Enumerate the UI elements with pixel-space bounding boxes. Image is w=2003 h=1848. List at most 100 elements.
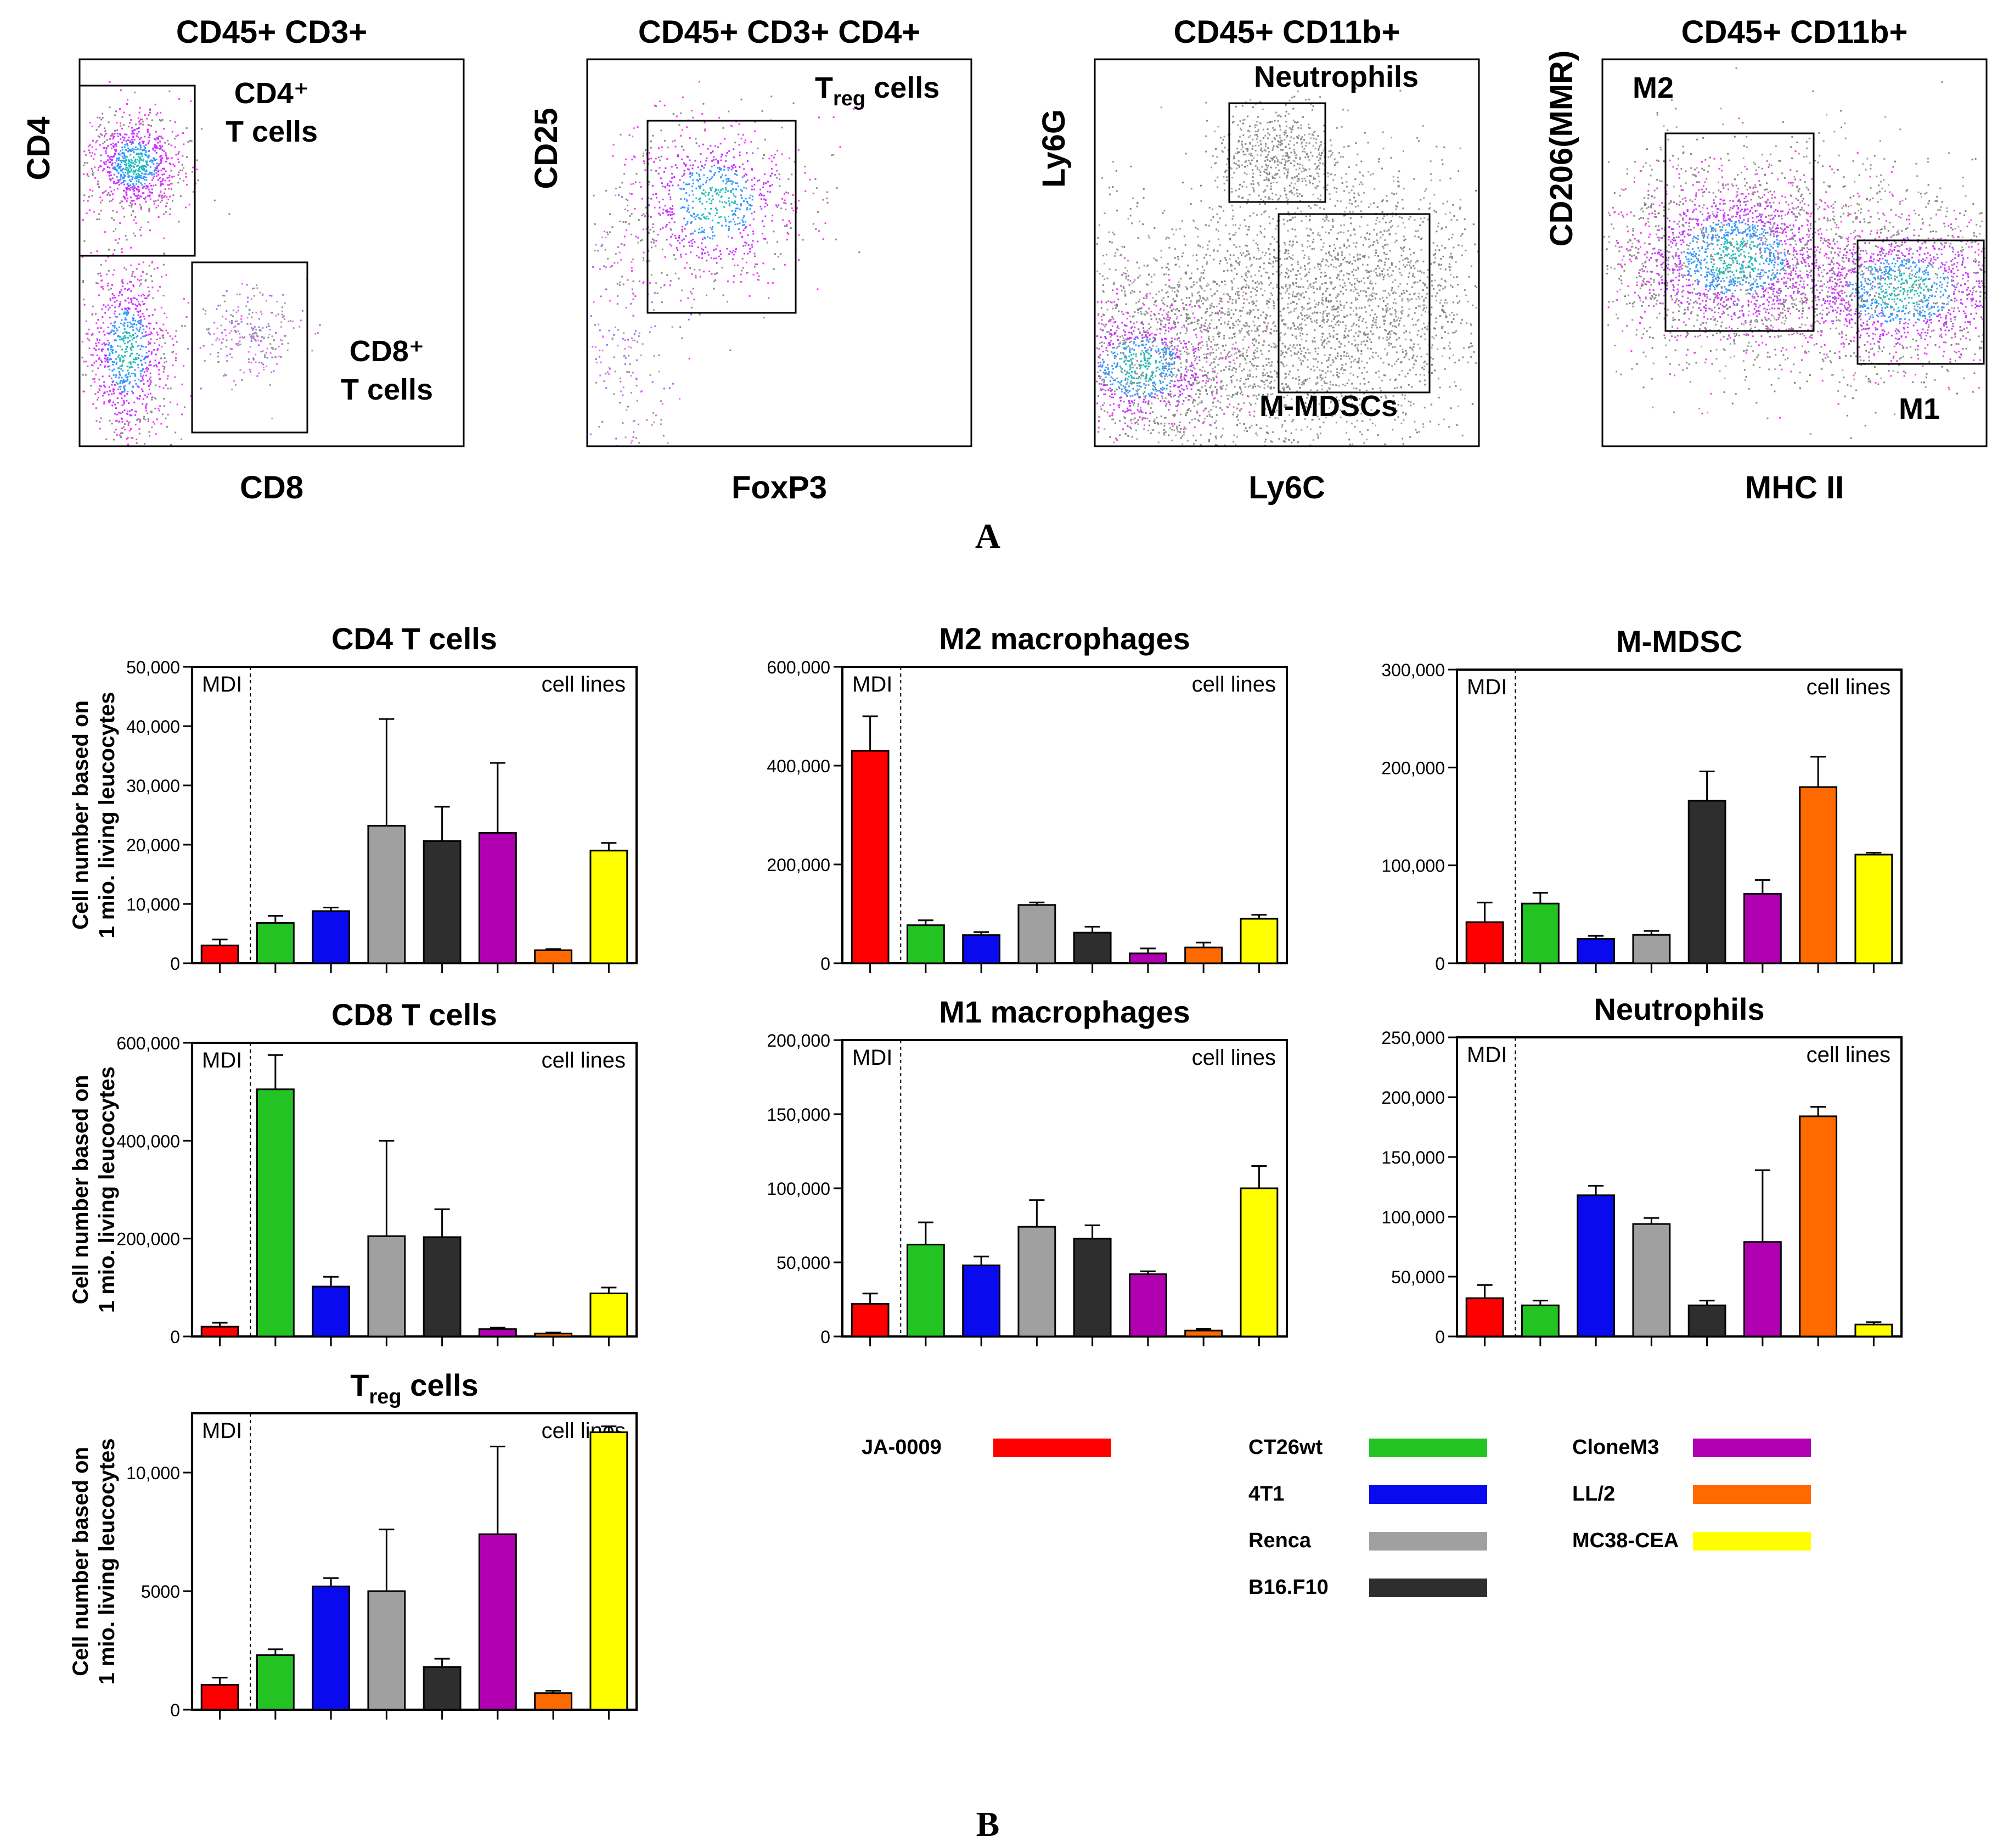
flow-event <box>747 272 749 273</box>
flow-event <box>713 165 716 166</box>
flow-event <box>1369 314 1371 316</box>
flow-event <box>131 343 133 345</box>
flow-event <box>1394 387 1396 389</box>
flow-event <box>751 205 753 206</box>
flow-event <box>1366 371 1368 373</box>
flow-event <box>790 227 792 229</box>
flow-event <box>683 149 685 151</box>
flow-event <box>136 268 138 270</box>
flow-event <box>258 344 260 346</box>
flow-event <box>149 389 150 391</box>
flow-event <box>624 164 626 166</box>
flow-event <box>117 181 120 183</box>
flow-event <box>105 260 107 262</box>
flow-event <box>1314 178 1316 179</box>
flow-event <box>172 364 174 367</box>
flow-event <box>710 152 712 154</box>
flow-event <box>1263 171 1265 172</box>
flow-event <box>674 272 677 274</box>
flow-event <box>758 179 761 181</box>
flow-event <box>684 206 686 209</box>
flow-event <box>1138 267 1140 269</box>
flow-event <box>663 284 666 287</box>
flow-event <box>1220 381 1222 384</box>
flow-event <box>163 196 165 198</box>
flow-event <box>693 216 695 218</box>
flow-event <box>1370 341 1372 344</box>
flow-event <box>1290 328 1292 330</box>
flow-event <box>1247 199 1249 201</box>
flow-event <box>1370 409 1372 411</box>
flow-event <box>1172 425 1174 428</box>
flow-event <box>676 247 678 249</box>
flow-event <box>134 187 136 189</box>
flow-event <box>127 150 129 153</box>
flow-event <box>156 145 158 148</box>
flow-event <box>1269 160 1271 162</box>
flow-event <box>114 301 116 303</box>
flow-event <box>670 181 672 183</box>
flow-event <box>693 212 695 215</box>
flow-event <box>103 401 105 403</box>
flow-event <box>137 385 139 387</box>
flow-event <box>601 244 604 246</box>
flow-event <box>1332 362 1334 364</box>
flow-event <box>1338 341 1340 343</box>
flow-event <box>1258 270 1260 272</box>
flow-event <box>1106 277 1109 279</box>
flow-event <box>1191 295 1194 297</box>
flow-event <box>128 383 131 385</box>
flow-event <box>1314 131 1316 133</box>
flow-event <box>1137 277 1139 279</box>
flow-event <box>1276 145 1278 148</box>
flow-event <box>1203 277 1205 279</box>
flow-event <box>137 278 139 280</box>
flow-event <box>1363 392 1365 395</box>
flow-event <box>691 207 694 209</box>
flow-event <box>1162 350 1164 352</box>
flow-event <box>1265 168 1268 171</box>
flow-event <box>119 166 121 167</box>
flow-event <box>742 224 744 226</box>
flow-event <box>1241 186 1244 188</box>
flow-event <box>1285 110 1287 113</box>
flow-event <box>153 328 155 330</box>
flow-event <box>122 157 125 159</box>
flow-event <box>711 228 713 231</box>
flow-event <box>1269 382 1271 384</box>
flow-event <box>115 339 117 341</box>
flow-event <box>109 317 111 318</box>
flow-event <box>177 174 179 176</box>
flow-event <box>123 386 125 387</box>
flow-event <box>145 187 147 189</box>
flow-event <box>226 310 228 312</box>
flow-event <box>1228 337 1230 339</box>
flow-event <box>753 183 756 186</box>
flow-event <box>111 156 114 158</box>
flow-event <box>142 142 144 144</box>
flow-event <box>128 171 131 173</box>
flow-event <box>153 200 155 203</box>
flow-event <box>155 184 157 186</box>
flow-event <box>151 160 154 162</box>
flow-event <box>1321 299 1324 301</box>
flow-event <box>1230 361 1231 363</box>
flow-event <box>1272 266 1274 268</box>
flow-event <box>611 265 613 267</box>
flow-event <box>1327 366 1329 368</box>
flow-event <box>160 155 162 157</box>
flow-event <box>1299 158 1301 160</box>
flow-event <box>1237 294 1239 296</box>
flow-event <box>1269 253 1271 255</box>
flow-event <box>192 166 194 168</box>
flow-event <box>1354 278 1355 280</box>
flow-event <box>158 163 160 165</box>
flow-event <box>160 160 162 162</box>
flow-event <box>707 251 709 254</box>
flow-event <box>152 177 154 179</box>
flow-event <box>82 374 84 376</box>
flow-event <box>178 98 181 100</box>
flow-event <box>145 368 147 370</box>
flow-event <box>160 159 162 161</box>
flow-event <box>1299 344 1301 346</box>
